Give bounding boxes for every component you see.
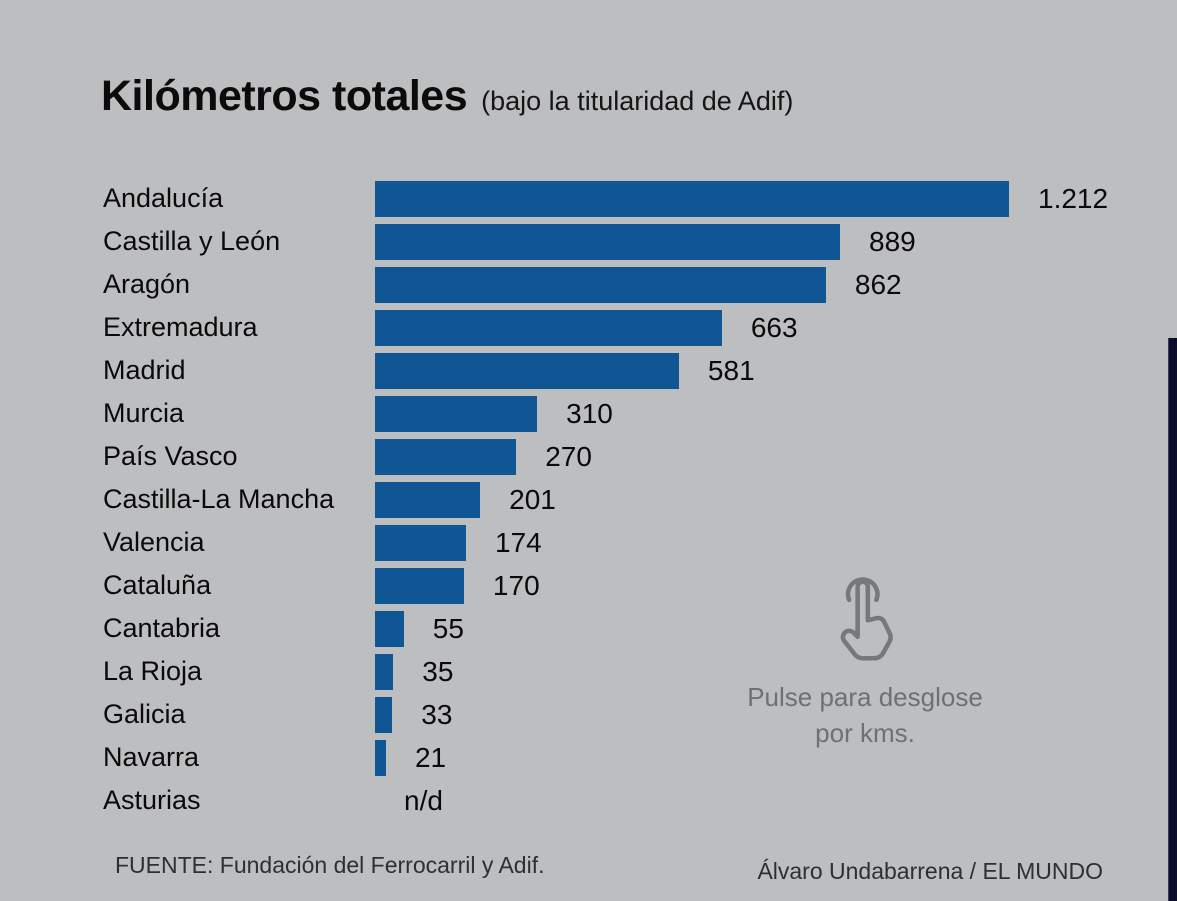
value-label: 170 (492, 569, 540, 601)
bar-track: 21 (375, 736, 1123, 779)
value-label: 1.212 (1038, 182, 1109, 214)
bar[interactable] (375, 739, 386, 776)
bar[interactable] (375, 653, 394, 690)
table-row: Murcia 310 (103, 392, 1123, 435)
value-label: 33 (421, 698, 453, 730)
table-row: País Vasco 270 (103, 435, 1123, 478)
bar-track: 35 (375, 650, 1123, 693)
table-row: Cantabria 55 (103, 607, 1123, 650)
region-label: Cantabria (103, 613, 221, 643)
value-label: 35 (422, 655, 454, 687)
table-row: Asturias n/d (103, 779, 1123, 822)
region-label: Asturias (103, 785, 201, 815)
bar-track: n/d (375, 779, 1123, 822)
bar-track: 581 (375, 349, 1123, 392)
bar[interactable] (375, 309, 722, 346)
table-row: Madrid 581 (103, 349, 1123, 392)
bar[interactable] (375, 352, 679, 389)
value-label: 889 (869, 225, 916, 257)
source-note: FUENTE: Fundación del Ferrocarril y Adif… (115, 852, 545, 878)
bar-track: 1.212 (375, 177, 1123, 220)
value-label: 21 (414, 741, 447, 773)
bar[interactable] (375, 266, 826, 303)
bar-track: 862 (375, 263, 1123, 306)
page-subtitle: (bajo la titularidad de Adif) (481, 86, 794, 116)
region-label: Aragón (103, 269, 191, 299)
value-label: 310 (566, 397, 613, 429)
region-label: Extremadura (103, 312, 258, 342)
bar[interactable] (375, 438, 517, 475)
table-row: Andalucía 1.212 (103, 177, 1123, 220)
table-row: La Rioja 35 (103, 650, 1123, 693)
value-label: 55 (432, 612, 464, 644)
table-row: Valencia 174 (103, 521, 1123, 564)
bar-track: 663 (375, 306, 1123, 349)
region-label: Castilla y León (103, 226, 281, 256)
bar[interactable] (375, 481, 481, 518)
table-row: Galicia 33 (103, 693, 1123, 736)
region-label: Castilla-La Mancha (103, 484, 335, 514)
bar[interactable] (375, 610, 404, 647)
table-row: Castilla-La Mancha 201 (103, 478, 1123, 521)
region-label: Andalucía (103, 183, 224, 213)
right-edge-strip (1168, 338, 1177, 901)
bar-track: 201 (375, 478, 1123, 521)
bar[interactable] (375, 524, 467, 561)
region-label: Valencia (103, 527, 205, 557)
table-row: Extremadura 663 (103, 306, 1123, 349)
region-label: País Vasco (103, 441, 238, 471)
region-label: Madrid (103, 355, 186, 385)
chart-header: Kilómetros totales (bajo la titularidad d… (101, 72, 793, 121)
bar-track: 270 (375, 435, 1123, 478)
region-label: Navarra (103, 742, 200, 772)
tap-for-breakdown-button[interactable]: Pulse para desglose por kms. (745, 572, 985, 751)
table-row: Aragón 862 (103, 263, 1123, 306)
value-label: 270 (545, 440, 592, 472)
bar-track: 174 (375, 521, 1123, 564)
bar-track: 33 (375, 693, 1123, 736)
bar-track: 889 (375, 220, 1123, 263)
table-row: Castilla y León 889 (103, 220, 1123, 263)
tap-hand-icon[interactable] (831, 572, 899, 664)
table-row: Cataluña 170 (103, 564, 1123, 607)
region-label: Cataluña (103, 570, 212, 600)
bar[interactable] (375, 567, 464, 604)
author-credit: Álvaro Undabarrena / EL MUNDO (757, 858, 1103, 884)
value-label: n/d (404, 784, 443, 816)
bar[interactable] (375, 696, 393, 733)
value-label: 581 (707, 354, 755, 386)
value-label: 201 (509, 483, 556, 515)
bar-chart: Andalucía 1.212 Castilla y León 889 Aragón 86… (103, 177, 1123, 822)
bar[interactable] (375, 180, 1009, 217)
bar-track: 170 (375, 564, 1123, 607)
value-label: 663 (750, 311, 798, 343)
bar-track: 55 (375, 607, 1123, 650)
value-label: 174 (495, 526, 542, 558)
tap-note-label[interactable]: Pulse para desglose por kms. (747, 682, 983, 748)
region-label: La Rioja (103, 656, 203, 686)
value-label: 862 (854, 268, 902, 300)
region-label: Galicia (103, 699, 186, 729)
region-label: Murcia (103, 398, 185, 428)
table-row: Navarra 21 (103, 736, 1123, 779)
bar[interactable] (375, 223, 841, 260)
page-title: Kilómetros totales (101, 72, 468, 120)
bar[interactable] (375, 395, 538, 432)
bar-track: 310 (375, 392, 1123, 435)
